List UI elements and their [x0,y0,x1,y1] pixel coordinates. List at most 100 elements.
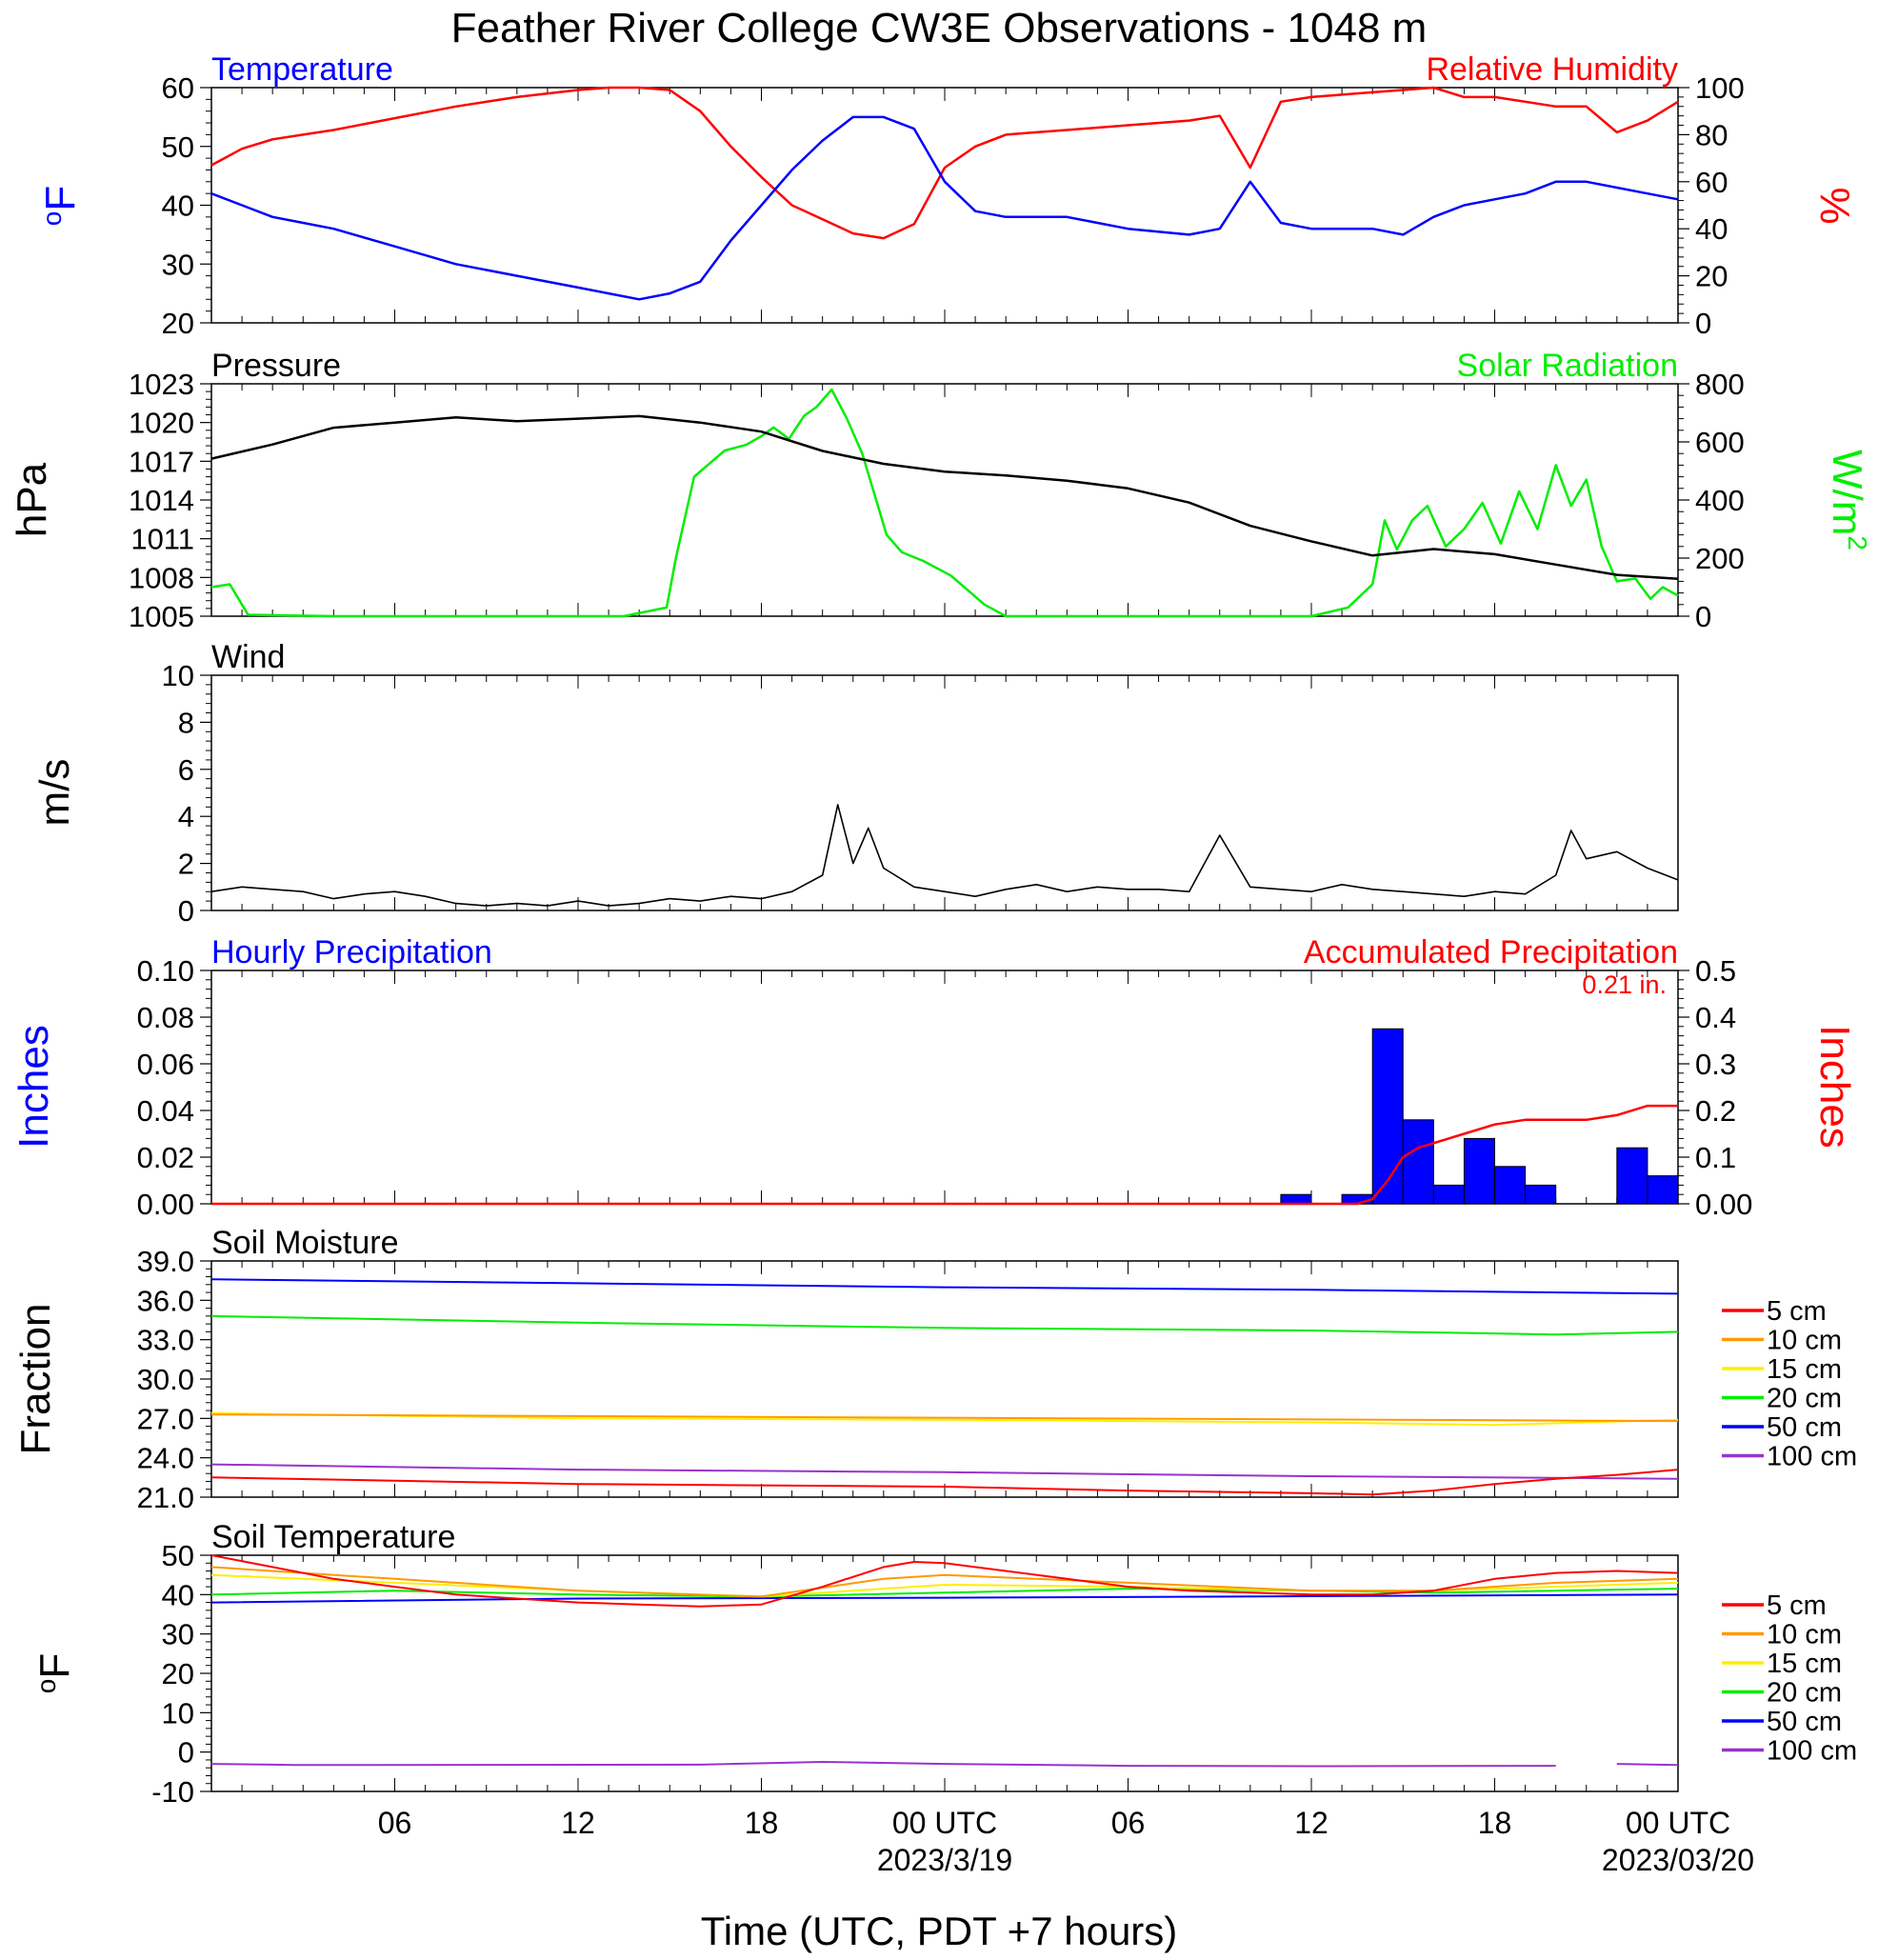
right-axis-tick-label: 60 [1695,166,1728,199]
chart-title: Feather River College CW3E Observations … [451,5,1428,51]
precip-bar [1525,1184,1557,1205]
right-axis-tick-label: 0 [1695,307,1711,340]
solar-axis-title: W/m2 [1824,450,1872,550]
legend-label: 10 cm [1767,1620,1842,1650]
x-tick-label: 18 [1478,1806,1512,1840]
panel-wind: 0 2 4 6 8 10 Wind [162,639,1679,928]
left-axis-tick-label: 1008 [129,561,194,594]
left-axis-tick-label: 24.0 [137,1442,194,1475]
left-axis-tick-label: 0 [178,894,194,928]
soil-series-line [210,1469,1679,1496]
left-axis-tick-label: 60 [162,71,194,105]
x-tick-label: 06 [1111,1806,1146,1840]
left-axis-tick-label: 50 [162,1539,194,1572]
left-axis-tick-label: 30 [162,248,194,281]
left-axis-tick-label: 0.02 [137,1141,194,1174]
wind-axis-title: m/s [31,759,78,827]
legend-label: 50 cm [1767,1412,1842,1443]
right-axis-tick-label: 600 [1695,426,1745,459]
legend-label: 100 cm [1767,1736,1857,1767]
soil-series-line [210,1588,1679,1598]
legend-label: 20 cm [1767,1384,1842,1414]
left-axis-tick-label: 33.0 [137,1324,194,1357]
soil-series-line [210,1413,1679,1423]
panel-frame [210,87,1679,324]
left-axis-tick-label: 1017 [129,445,194,478]
left-axis-tick-label: 10 [162,1696,194,1730]
soil-series-line [210,1278,1679,1295]
right-axis-tick-label: 800 [1695,368,1745,401]
right-axis-tick-label: 80 [1695,118,1728,151]
panel-right-label: Solar Radiation [1457,348,1678,384]
soil-temp-axis-title: oF [31,1653,78,1693]
legend-label: 10 cm [1767,1326,1842,1356]
precip-bar [1341,1193,1373,1205]
pressure-line [210,414,1679,580]
precip-bar [1280,1193,1312,1205]
left-axis-tick-label: 39.0 [137,1245,194,1278]
panel-right-label: Relative Humidity [1426,51,1678,88]
soil-series-line [210,1761,1679,1768]
soil-series-line [210,1566,1679,1598]
soil-series-line [210,1314,1679,1336]
left-axis-tick-label: -10 [151,1775,194,1809]
accumulated-precip-line [211,1104,1678,1206]
rh-axis-title-text: % [1811,187,1858,224]
left-axis-tick-label: 1023 [129,368,194,401]
soil-series-line [210,1573,1679,1598]
left-axis-tick-label: 8 [178,706,194,739]
soil-series-line [210,1411,1679,1427]
panel-left-label: Hourly Precipitation [211,934,492,970]
panel-right-label: Accumulated Precipitation [1304,934,1678,970]
precip-bar [1371,1028,1404,1205]
panel-precip: 0.00 0.02 0.04 0.06 0.08 0.10 0.00 0.1 0.2 0.3 0.4… [137,934,1753,1221]
right-axis-tick-label: 400 [1695,484,1745,517]
right-axis-tick-label: 0.2 [1695,1094,1736,1128]
legend-label: 15 cm [1767,1649,1842,1679]
panel-soil_moisture: 21.0 24.0 27.0 30.0 33.0 36.0 39.0 Soil Moistur… [137,1225,1679,1514]
panel-temp_rh: 20 30 40 50 60 0 20 40 60 80 100 Temperature Relativ… [162,51,1745,340]
legend-label: 50 cm [1767,1707,1842,1737]
right-axis-tick-label: 100 [1695,71,1745,105]
right-axis-tick-label: 0.4 [1695,1001,1736,1034]
wind-speed-line [210,804,1679,907]
panel-left-label: Temperature [211,51,393,88]
panel-left-label: Wind [211,639,285,675]
date-label: 2023/3/19 [877,1843,1012,1877]
left-axis-tick-label: 0.10 [137,954,194,988]
panel-left-label: Soil Temperature [211,1519,455,1555]
left-axis-tick-label: 0.06 [137,1048,194,1081]
temperature-line [210,115,1679,301]
precip-bar [1494,1166,1527,1205]
left-axis-tick-label: 1011 [130,523,194,556]
solar-radiation-line [210,388,1679,618]
legend-label: 20 cm [1767,1678,1842,1709]
x-tick-label: 06 [378,1806,412,1840]
panel-frame [210,1260,1679,1498]
panel-frame [210,674,1679,911]
pressure-axis-title: hPa [9,462,55,537]
left-axis-tick-label: 1014 [129,484,194,517]
left-axis-tick-label: 0.04 [137,1094,194,1128]
soil-series-line [210,1554,1679,1608]
precip-bar [1647,1175,1679,1205]
panel-left-label: Pressure [211,348,341,384]
left-axis-tick-label: 6 [178,753,194,787]
soil-series-line [210,1463,1679,1480]
x-tick-label: 12 [1294,1806,1329,1840]
panel-soil_temperature: -10 0 10 20 30 40 50 Soil Temperature [151,1519,1679,1809]
left-axis-tick-label: 20 [162,307,194,340]
x-tick-label: 00 UTC [892,1806,997,1840]
precip-bar [1463,1137,1495,1205]
left-axis-tick-label: 0.00 [137,1188,194,1221]
x-axis-label: Time (UTC, PDT +7 hours) [701,1909,1178,1953]
hourly-precip-axis-title: Inches [10,1025,57,1149]
left-axis-tick-label: 50 [162,130,194,164]
legend-label: 5 cm [1767,1296,1827,1327]
axis-titles: oF % hPa W/m2 m/s Inches Inches Fraction oF [9,186,1872,1693]
left-axis-tick-label: 40 [162,1578,194,1611]
left-axis-tick-label: 30 [162,1618,194,1651]
panel-left-label: Soil Moisture [211,1225,399,1261]
